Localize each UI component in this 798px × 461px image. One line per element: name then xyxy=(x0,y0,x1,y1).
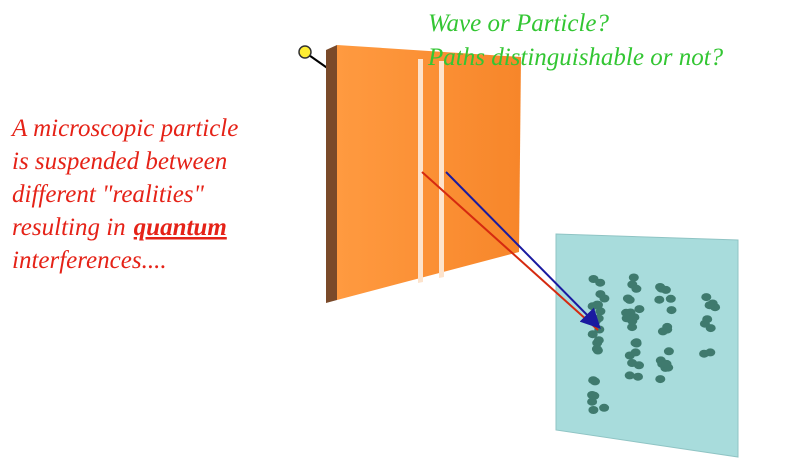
dot xyxy=(702,315,712,323)
dot xyxy=(655,375,665,383)
dot xyxy=(589,392,599,400)
dot xyxy=(588,406,598,414)
slit xyxy=(418,59,423,283)
dot xyxy=(631,285,641,293)
question-line: Wave or Particle? xyxy=(428,10,609,37)
caption-emphasis: quantum xyxy=(134,214,227,241)
dot xyxy=(706,324,716,332)
dot xyxy=(634,305,644,313)
diagram: Wave or Particle? Paths distinguishable … xyxy=(0,0,798,461)
double-slit-plate xyxy=(337,45,521,300)
dot xyxy=(701,293,711,301)
particle-ball xyxy=(299,46,311,58)
slit xyxy=(439,61,444,278)
dot xyxy=(666,295,676,303)
dot xyxy=(631,348,641,356)
dot xyxy=(625,296,635,304)
dot xyxy=(632,338,642,346)
dot xyxy=(589,275,599,283)
dot xyxy=(633,373,643,381)
detection-screen xyxy=(556,234,738,457)
caption-line: resulting in quantum xyxy=(12,214,227,241)
dot xyxy=(588,330,598,338)
dot xyxy=(629,274,639,282)
dot xyxy=(654,296,664,304)
dot xyxy=(667,306,677,314)
dot xyxy=(593,301,603,309)
dot xyxy=(625,371,635,379)
plate-edge xyxy=(326,45,337,303)
dot xyxy=(664,347,674,355)
dot xyxy=(588,376,598,384)
question-line: Paths distinguishable or not? xyxy=(427,44,724,71)
dot xyxy=(658,327,668,335)
caption-line: A microscopic particle xyxy=(10,115,238,142)
dot xyxy=(634,361,644,369)
dot xyxy=(621,309,631,317)
caption-line: interferences.... xyxy=(12,247,167,274)
dot xyxy=(705,301,715,309)
caption-line: different "realities" xyxy=(12,181,205,208)
dot xyxy=(662,360,672,368)
caption-text: resulting in xyxy=(12,214,126,241)
dot xyxy=(592,345,602,353)
dot xyxy=(599,295,609,303)
caption-line: is suspended between xyxy=(12,148,227,175)
dot xyxy=(599,404,609,412)
dot xyxy=(705,348,715,356)
dot xyxy=(661,286,671,294)
